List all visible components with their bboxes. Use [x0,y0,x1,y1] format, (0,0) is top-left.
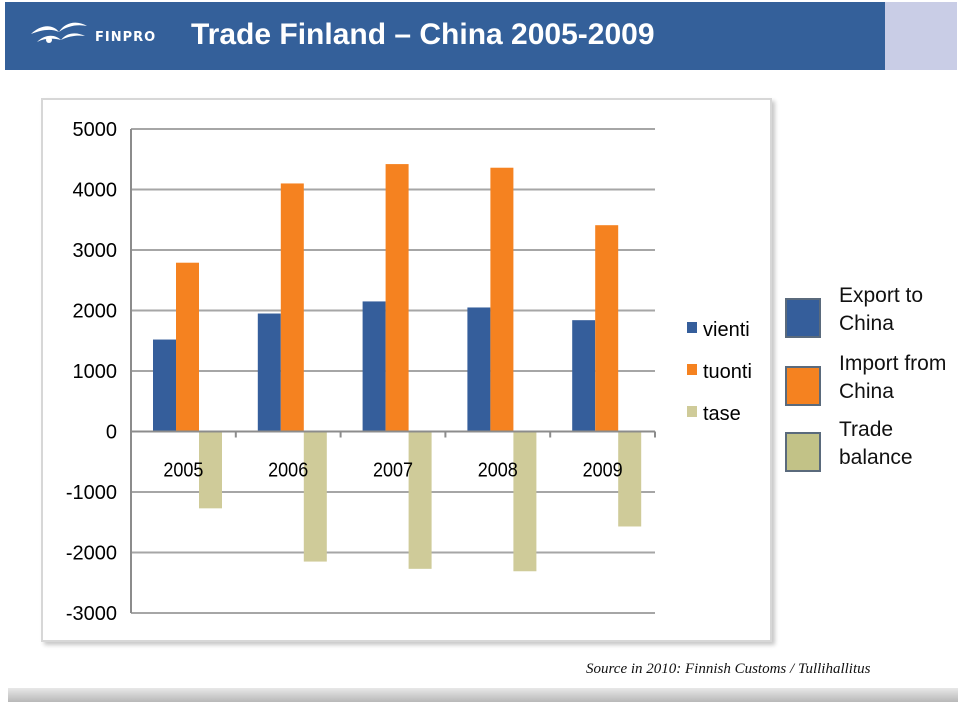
x-tick-label: 2007 [373,460,413,482]
side-legend-swatch [785,298,821,338]
side-legend-swatch [785,366,821,406]
y-tick-label: -2000 [66,543,117,565]
y-tick-label: 1000 [73,361,118,383]
x-tick-label: 2008 [478,460,518,482]
bar-tase-2009 [618,431,642,527]
legend-label-vienti: vienti [703,319,750,341]
source-note: Source in 2010: Finnish Customs / Tullih… [586,661,871,677]
bar-vienti-2008 [467,307,491,432]
logo-text: FINPRO [95,30,157,45]
bar-tase-2007 [408,431,432,569]
x-tick-label: 2009 [583,460,623,482]
y-tick-label: 4000 [73,180,118,202]
legend-swatch-tuonti [687,364,697,375]
bar-tuonti-2006 [280,183,304,432]
bar-tase-2005 [199,431,222,509]
side-legend-swatch [785,432,821,472]
bar-vienti-2006 [257,313,281,432]
bottom-bar [8,688,958,702]
y-tick-label: 2000 [73,301,118,323]
bar-tuonti-2005 [176,262,199,432]
page-title: Trade Finland – China 2005-2009 [191,18,655,51]
x-tick-label: 2005 [163,460,203,482]
bar-tase-2008 [513,431,537,572]
y-tick-label: 5000 [73,119,118,141]
chart-frame: 5000 4000 3000 2000 1000 0 -1000 -2000 -3000 2005… [41,98,772,642]
legend-label-tase: tase [703,403,741,425]
legend-label-tuonti: tuonti [703,361,752,383]
bar-tase-2006 [303,431,327,562]
y-tick-label: 0 [106,422,117,444]
side-legend-label: Export to China [839,284,924,335]
bar-tuonti-2009 [595,225,619,432]
side-legend: Export to China Import from China Trade ba… [783,282,959,482]
legend-swatch-tase [687,406,697,417]
header-bar: FINPRO Trade Finland – China 2005-2009 [5,2,885,70]
y-tick-label: -1000 [66,482,117,504]
bar-vienti-2005 [153,339,176,432]
bar-tuonti-2007 [385,164,409,432]
y-tick-label: -3000 [66,603,117,625]
header-accent [885,2,957,70]
finpro-logo [29,16,89,55]
y-tick-label: 3000 [73,240,118,262]
x-tick-label: 2006 [268,460,308,482]
bar-chart: 5000 4000 3000 2000 1000 0 -1000 -2000 -3000 2005… [66,119,752,625]
bar-vienti-2007 [362,301,386,432]
bar-vienti-2009 [572,320,596,432]
side-legend-label: Trade balance [839,418,913,469]
bar-tuonti-2008 [490,167,514,432]
side-legend-label: Import from China [839,352,947,403]
legend-swatch-vienti [687,322,697,333]
